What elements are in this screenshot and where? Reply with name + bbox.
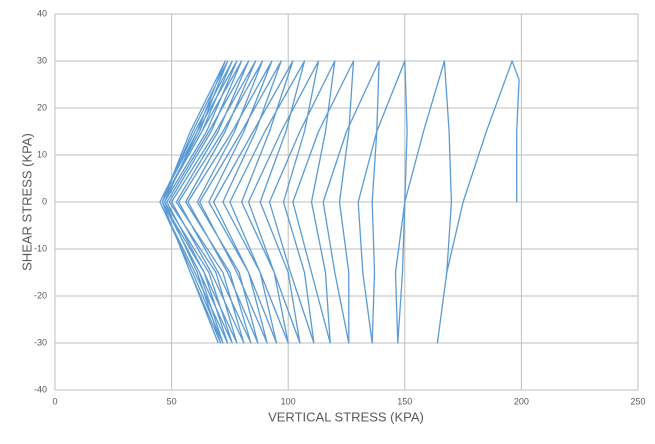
y-tick-label: -10 [34, 243, 47, 253]
data-line [159, 60, 520, 344]
x-tick-label: 200 [514, 396, 529, 406]
y-tick-label: -40 [34, 384, 47, 394]
x-tick-label: 250 [630, 396, 645, 406]
y-tick-label: 30 [37, 55, 47, 65]
x-tick-label: 100 [281, 396, 296, 406]
y-tick-label: 0 [42, 196, 47, 206]
x-tick-label: 0 [52, 396, 57, 406]
y-tick-label: 20 [37, 102, 47, 112]
y-tick-label: -20 [34, 290, 47, 300]
y-tick-label: -30 [34, 337, 47, 347]
x-tick-label: 50 [167, 396, 177, 406]
x-axis-title: VERTICAL STRESS (KPA) [268, 409, 424, 424]
y-axis-title: SHEAR STRESS (KPA) [19, 133, 34, 271]
y-tick-label: 10 [37, 149, 47, 159]
x-tick-label: 150 [397, 396, 412, 406]
y-tick-label: 40 [37, 8, 47, 18]
